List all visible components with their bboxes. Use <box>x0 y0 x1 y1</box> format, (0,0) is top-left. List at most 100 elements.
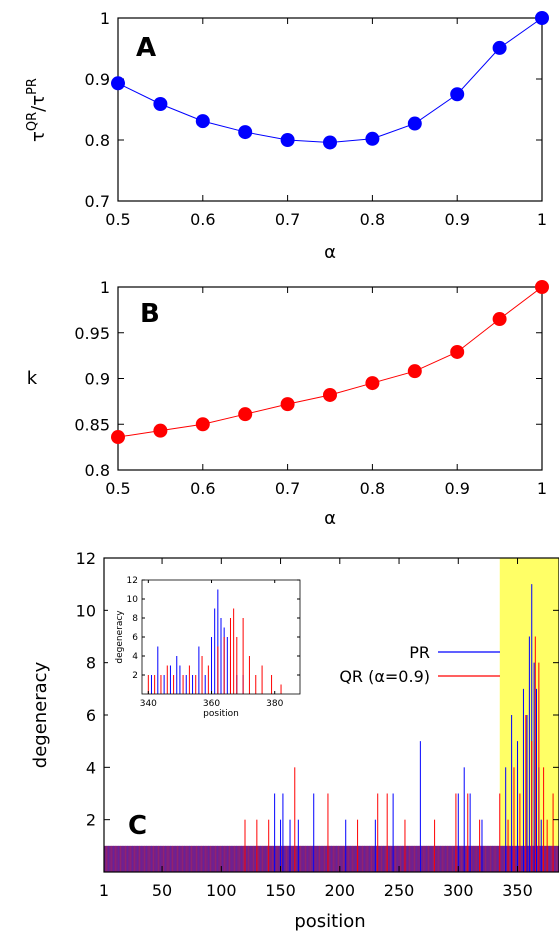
panel-c-legend: PR QR (α=0.9) <box>339 643 500 686</box>
panel-b-xtick-label: 0.6 <box>190 479 215 498</box>
panel-a-data-point <box>450 87 465 102</box>
panel-c-ytick-label: 6 <box>86 706 96 725</box>
panel-c-marks <box>244 584 554 872</box>
panel-c-inset: 340 360 380 2 4 6 8 10 12 position degeneracy <box>108 568 313 720</box>
panel-a-ticks: 0.5 0.6 0.7 0.8 0.9 1 0.7 0.8 0.9 1 <box>85 9 548 229</box>
inset-ytick-label: 12 <box>127 576 138 586</box>
panel-b-ticks: 0.5 0.6 0.7 0.8 0.9 1 0.8 0.85 0.9 0.95 1 <box>74 278 547 498</box>
panel-c-xtick-label: 200 <box>325 881 356 900</box>
panel-c-xtick-label: 1 <box>99 881 109 900</box>
panel-a-data-point <box>280 133 295 147</box>
panel-a-xtick-label: 0.8 <box>360 210 385 229</box>
panel-a-ylabel-sup2: PR <box>25 78 40 95</box>
inset-ylabel: degeneracy <box>115 610 125 664</box>
inset-marks <box>147 589 282 694</box>
inset-ytick-label: 10 <box>127 595 139 605</box>
panel-b-xlabel: α <box>324 508 336 529</box>
panel-b-data-point <box>195 417 210 432</box>
panel-a-ytick-label: 0.8 <box>85 131 110 150</box>
panel-b-xtick-label: 0.7 <box>275 479 300 498</box>
panel-c-baseline <box>103 845 559 872</box>
panel-c-ylabel: degeneracy <box>30 661 51 768</box>
panel-a-data-point <box>407 116 422 131</box>
panel-a-ytick-label: 1 <box>100 9 110 28</box>
inset-xtick-label: 360 <box>203 699 220 709</box>
panel-b-data-point <box>111 430 125 445</box>
inset-xtick-label: 380 <box>266 699 283 709</box>
panel-a-ytick-label: 0.9 <box>85 70 110 89</box>
panel-b-data-point <box>365 376 380 391</box>
panel-a-data-point <box>111 76 125 91</box>
panel-b-data-point <box>407 364 422 379</box>
panel-a-xtick-label: 0.6 <box>190 210 215 229</box>
panel-b-data-point <box>153 423 168 438</box>
panel-c-xlabel: position <box>294 911 365 932</box>
panel-c-xtick-label: 250 <box>384 881 415 900</box>
panel-a: A α τQR/τPR 0.5 0.6 0.7 0.8 0.9 10.70.80.91 <box>25 9 549 263</box>
panel-b-xtick-label: 0.5 <box>105 479 130 498</box>
panel-a-data-point <box>153 97 168 112</box>
panel-b-ytick-label: 0.9 <box>85 370 110 389</box>
panel-b-data-point <box>238 407 253 422</box>
panel-b-ytick-label: 0.95 <box>74 324 110 343</box>
panel-a-ylabel-text: τQR/τPR <box>25 78 49 142</box>
panel-a-xtick-label: 0.9 <box>444 210 469 229</box>
panel-a-ytick-label: 0.7 <box>85 192 110 211</box>
panel-a-marks <box>111 11 549 150</box>
panel-a-xlabel: α <box>324 242 336 263</box>
panel-b-marks <box>111 280 549 445</box>
panel-c-xtick-label: 100 <box>206 881 237 900</box>
panel-b-letter: B <box>140 299 160 329</box>
panel-b-ytick-label: 0.85 <box>74 415 110 434</box>
panel-b-data-point <box>323 387 337 402</box>
panel-a-ylabel-base2: τ <box>28 95 49 106</box>
panel-a-data-point <box>323 135 337 150</box>
legend-label-pr: PR <box>409 643 430 662</box>
panel-c-xtick-label: 50 <box>152 881 172 900</box>
panel-a-data-point <box>365 131 380 146</box>
panel-a-xtick-label: 1 <box>537 210 547 229</box>
inset-ytick-label: 6 <box>132 633 138 643</box>
panel-a-ylabel-sup1: QR <box>25 112 40 131</box>
panel-c-xtick-label: 350 <box>502 881 533 900</box>
inset-ytick-label: 2 <box>132 671 138 681</box>
inset-ticks: 340 360 380 2 4 6 8 10 12 <box>127 576 300 709</box>
panel-c-xtick-label: 300 <box>443 881 474 900</box>
panel-b-xtick-label: 1 <box>537 479 547 498</box>
panel-b-ytick-label: 1 <box>100 278 110 297</box>
panel-c-ytick-label: 4 <box>86 758 96 777</box>
panel-b-series-line <box>117 286 543 438</box>
inset-ytick-label: 8 <box>132 614 138 624</box>
panel-b-ytick-label: 0.8 <box>85 461 110 480</box>
panel-a-ylabel: τQR/τPR <box>25 78 49 142</box>
inset-background <box>108 568 313 720</box>
panel-a-data-point <box>238 125 253 140</box>
panel-a-data-point <box>195 114 210 129</box>
panel-b-data-point <box>450 344 465 359</box>
panel-a-letter: A <box>136 33 156 63</box>
panel-c-xtick-label: 150 <box>265 881 296 900</box>
panel-c-ytick-label: 2 <box>86 811 96 830</box>
panel-a-data-point <box>492 40 507 55</box>
inset-xlabel: position <box>203 709 239 719</box>
legend-label-qr: QR (α=0.9) <box>339 667 430 686</box>
panel-b-ylabel: k <box>27 368 38 389</box>
panel-b: B α k 0.5 0.6 0.7 0.8 0.9 1 0.8 0.85 0.9 0.95 1 <box>27 278 549 529</box>
panel-b-data-point <box>492 312 507 327</box>
panel-c-letter: C <box>128 811 147 841</box>
panel-c-ytick-label: 12 <box>76 549 96 568</box>
panel-c-ytick-label: 10 <box>76 601 96 620</box>
panel-a-ylabel-base1: τ <box>28 131 49 142</box>
panel-a-xtick-label: 0.5 <box>105 210 130 229</box>
panel-a-series-line <box>117 17 543 143</box>
inset-xtick-label: 340 <box>140 699 157 709</box>
panel-b-data-point <box>280 397 295 412</box>
panel-a-data-point <box>535 11 549 25</box>
panel-b-xtick-label: 0.9 <box>444 479 469 498</box>
panel-a-frame <box>117 17 543 202</box>
panel-c-ytick-label: 8 <box>86 654 96 673</box>
panel-b-data-point <box>535 280 549 294</box>
